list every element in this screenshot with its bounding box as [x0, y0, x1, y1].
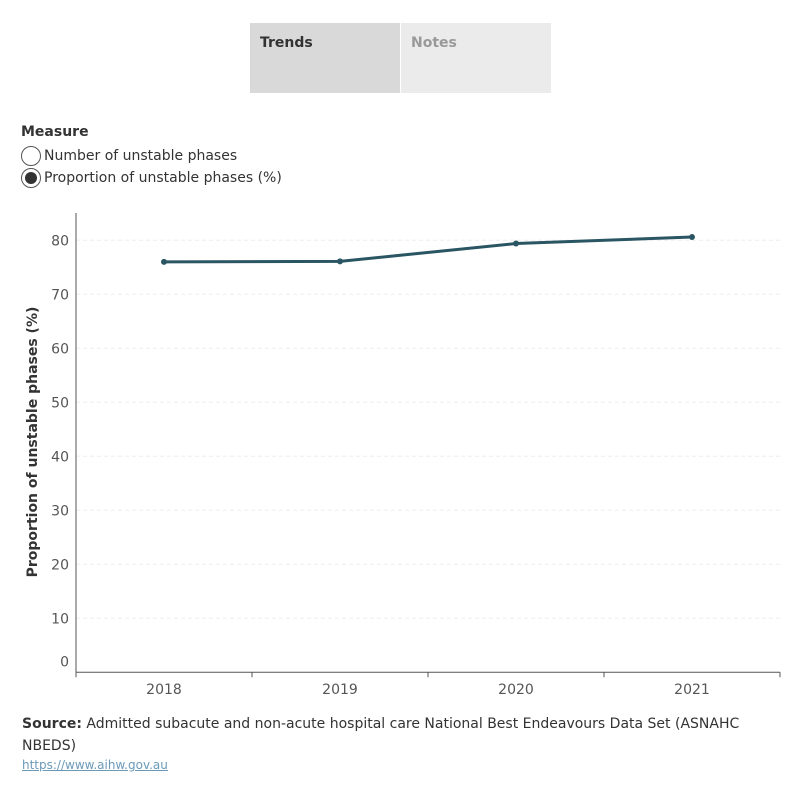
source-note: Source: Admitted subacute and non-acute …: [22, 713, 762, 757]
y-tick-label: 10: [51, 611, 69, 627]
x-tick-label: 2020: [498, 682, 534, 698]
x-tick-label: 2019: [322, 682, 358, 698]
series-line: [163, 235, 693, 264]
x-tick-label: 2021: [674, 682, 710, 698]
y-tick-label: 20: [51, 557, 69, 573]
data-point: [161, 258, 167, 265]
y-tick-label: 50: [51, 395, 69, 411]
source-text: Admitted subacute and non-acute hospital…: [22, 716, 740, 754]
radio-circle-icon[interactable]: [21, 146, 41, 166]
radio-label: Proportion of unstable phases (%): [44, 170, 282, 186]
y-axis-title: Proportion of unstable phases (%): [25, 307, 41, 578]
y-tick-label: 0: [60, 654, 69, 670]
line-chart: Proportion of unstable phases (%) 0 10 20 3…: [25, 213, 781, 698]
y-tick-label: 70: [51, 287, 69, 303]
source-link[interactable]: https://www.aihw.gov.au: [22, 758, 168, 772]
source-label: Source:: [22, 716, 82, 732]
y-tick-label: 80: [51, 233, 69, 249]
data-point: [689, 234, 695, 241]
radio-proportion[interactable]: Proportion of unstable phases (%): [21, 168, 282, 188]
tab-trends[interactable]: Trends: [250, 23, 400, 93]
y-tick-label: 40: [51, 449, 69, 465]
radio-number[interactable]: Number of unstable phases: [21, 146, 237, 166]
data-point: [337, 258, 343, 265]
data-point: [513, 240, 519, 247]
tab-notes[interactable]: Notes: [401, 23, 551, 93]
radio-selected-icon[interactable]: [21, 168, 41, 188]
x-tick-label: 2018: [146, 682, 182, 698]
measure-label: Measure: [21, 124, 89, 140]
y-tick-label: 60: [51, 341, 69, 357]
y-tick-label: 30: [51, 503, 69, 519]
radio-label: Number of unstable phases: [44, 148, 238, 164]
